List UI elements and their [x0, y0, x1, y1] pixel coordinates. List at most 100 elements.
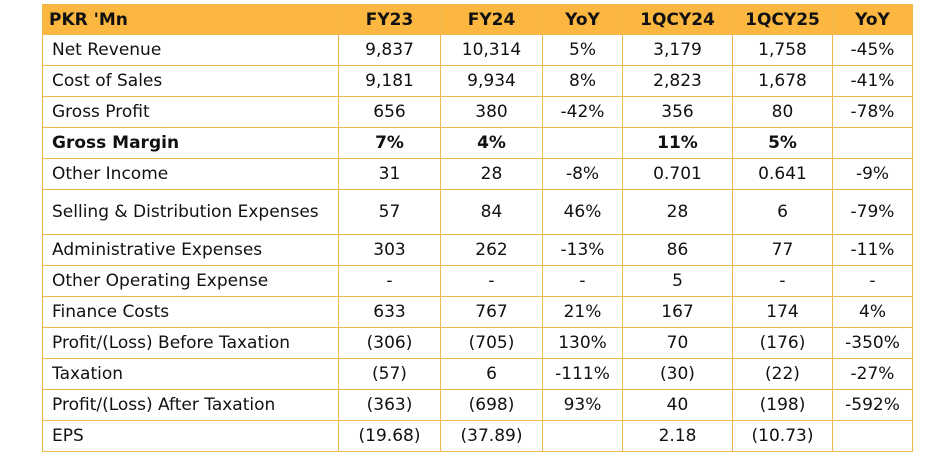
cell-value: 633: [338, 296, 441, 328]
cell-value: 40: [622, 389, 733, 421]
cell-value: 2,823: [622, 65, 733, 97]
table-row: Cost of Sales 9,181 9,934 8% 2,823 1,678…: [42, 65, 913, 97]
cell-value: (57): [338, 358, 441, 390]
cell-value: 174: [732, 296, 833, 328]
cell-value: -9%: [832, 158, 913, 190]
cell-value: -: [542, 265, 623, 297]
table-row: Other Operating Expense - - - 5 - -: [42, 265, 913, 297]
cell-value: [832, 420, 913, 452]
cell-value: 356: [622, 96, 733, 128]
cell-value: (176): [732, 327, 833, 359]
cell-value: 5%: [542, 34, 623, 66]
financial-table: PKR 'Mn FY23 FY24 YoY 1QCY24 1QCY25 YoY …: [42, 4, 913, 452]
header-1qcy25: 1QCY25: [732, 4, 833, 35]
cell-value: 84: [440, 189, 543, 235]
cell-value: -592%: [832, 389, 913, 421]
cell-value: -8%: [542, 158, 623, 190]
cell-value: 767: [440, 296, 543, 328]
cell-value: 6: [440, 358, 543, 390]
cell-value: 93%: [542, 389, 623, 421]
row-label: Profit/(Loss) After Taxation: [42, 389, 339, 421]
header-yoy-quarterly: YoY: [832, 4, 913, 35]
cell-value: -27%: [832, 358, 913, 390]
cell-value: (30): [622, 358, 733, 390]
cell-value: 9,837: [338, 34, 441, 66]
row-label: Other Operating Expense: [42, 265, 339, 297]
table-row: Taxation (57) 6 -111% (30) (22) -27%: [42, 358, 913, 390]
cell-value: 21%: [542, 296, 623, 328]
cell-value: (306): [338, 327, 441, 359]
table-row: Gross Profit 656 380 -42% 356 80 -78%: [42, 96, 913, 128]
table-row: EPS (19.68) (37.89) 2.18 (10.73): [42, 420, 913, 452]
cell-value: -: [338, 265, 441, 297]
cell-value: -: [440, 265, 543, 297]
cell-value: 28: [622, 189, 733, 235]
cell-value: 77: [732, 234, 833, 266]
cell-value: (10.73): [732, 420, 833, 452]
cell-value: 8%: [542, 65, 623, 97]
cell-value: (705): [440, 327, 543, 359]
cell-value: -42%: [542, 96, 623, 128]
cell-value: 31: [338, 158, 441, 190]
cell-value: -350%: [832, 327, 913, 359]
cell-value: 80: [732, 96, 833, 128]
row-label: Cost of Sales: [42, 65, 339, 97]
table-row: Finance Costs 633 767 21% 167 174 4%: [42, 296, 913, 328]
header-fy24: FY24: [440, 4, 543, 35]
table-row: Profit/(Loss) After Taxation (363) (698)…: [42, 389, 913, 421]
cell-value: 2.18: [622, 420, 733, 452]
cell-value: [832, 127, 913, 159]
cell-value: 9,181: [338, 65, 441, 97]
header-1qcy24: 1QCY24: [622, 4, 733, 35]
cell-value: 57: [338, 189, 441, 235]
cell-value: [542, 127, 623, 159]
header-fy23: FY23: [338, 4, 441, 35]
header-row: PKR 'Mn FY23 FY24 YoY 1QCY24 1QCY25 YoY: [42, 4, 913, 35]
cell-value: (22): [732, 358, 833, 390]
row-label: Selling & Distribution Expenses: [42, 189, 339, 235]
cell-value: 10,314: [440, 34, 543, 66]
cell-value: 3,179: [622, 34, 733, 66]
cell-value: (19.68): [338, 420, 441, 452]
row-label: Net Revenue: [42, 34, 339, 66]
header-yoy-annual: YoY: [542, 4, 623, 35]
row-label: Taxation: [42, 358, 339, 390]
cell-value: 262: [440, 234, 543, 266]
cell-value: 380: [440, 96, 543, 128]
table-row: Other Income 31 28 -8% 0.701 0.641 -9%: [42, 158, 913, 190]
cell-value: (37.89): [440, 420, 543, 452]
cell-value: -11%: [832, 234, 913, 266]
table-row: Administrative Expenses 303 262 -13% 86 …: [42, 234, 913, 266]
table-row: Selling & Distribution Expenses 57 84 46…: [42, 189, 913, 235]
cell-value: (198): [732, 389, 833, 421]
row-label: Gross Profit: [42, 96, 339, 128]
cell-value: -41%: [832, 65, 913, 97]
financial-summary: PKR 'Mn FY23 FY24 YoY 1QCY24 1QCY25 YoY …: [42, 4, 913, 452]
cell-value: 5%: [732, 127, 833, 159]
cell-value: -78%: [832, 96, 913, 128]
cell-value: 9,934: [440, 65, 543, 97]
cell-value: -: [832, 265, 913, 297]
cell-value: 46%: [542, 189, 623, 235]
cell-value: 11%: [622, 127, 733, 159]
table-row: Profit/(Loss) Before Taxation (306) (705…: [42, 327, 913, 359]
cell-value: 1,758: [732, 34, 833, 66]
cell-value: 167: [622, 296, 733, 328]
row-label: Other Income: [42, 158, 339, 190]
cell-value: 1,678: [732, 65, 833, 97]
cell-value: 0.641: [732, 158, 833, 190]
row-label: Profit/(Loss) Before Taxation: [42, 327, 339, 359]
row-label: Administrative Expenses: [42, 234, 339, 266]
cell-value: -111%: [542, 358, 623, 390]
cell-value: 7%: [338, 127, 441, 159]
cell-value: 656: [338, 96, 441, 128]
cell-value: 70: [622, 327, 733, 359]
cell-value: 130%: [542, 327, 623, 359]
cell-value: 4%: [440, 127, 543, 159]
cell-value: (698): [440, 389, 543, 421]
table-row-highlight: Gross Margin 7% 4% 11% 5%: [42, 127, 913, 159]
table-row: Net Revenue 9,837 10,314 5% 3,179 1,758 …: [42, 34, 913, 66]
cell-value: (363): [338, 389, 441, 421]
cell-value: -13%: [542, 234, 623, 266]
cell-value: 86: [622, 234, 733, 266]
